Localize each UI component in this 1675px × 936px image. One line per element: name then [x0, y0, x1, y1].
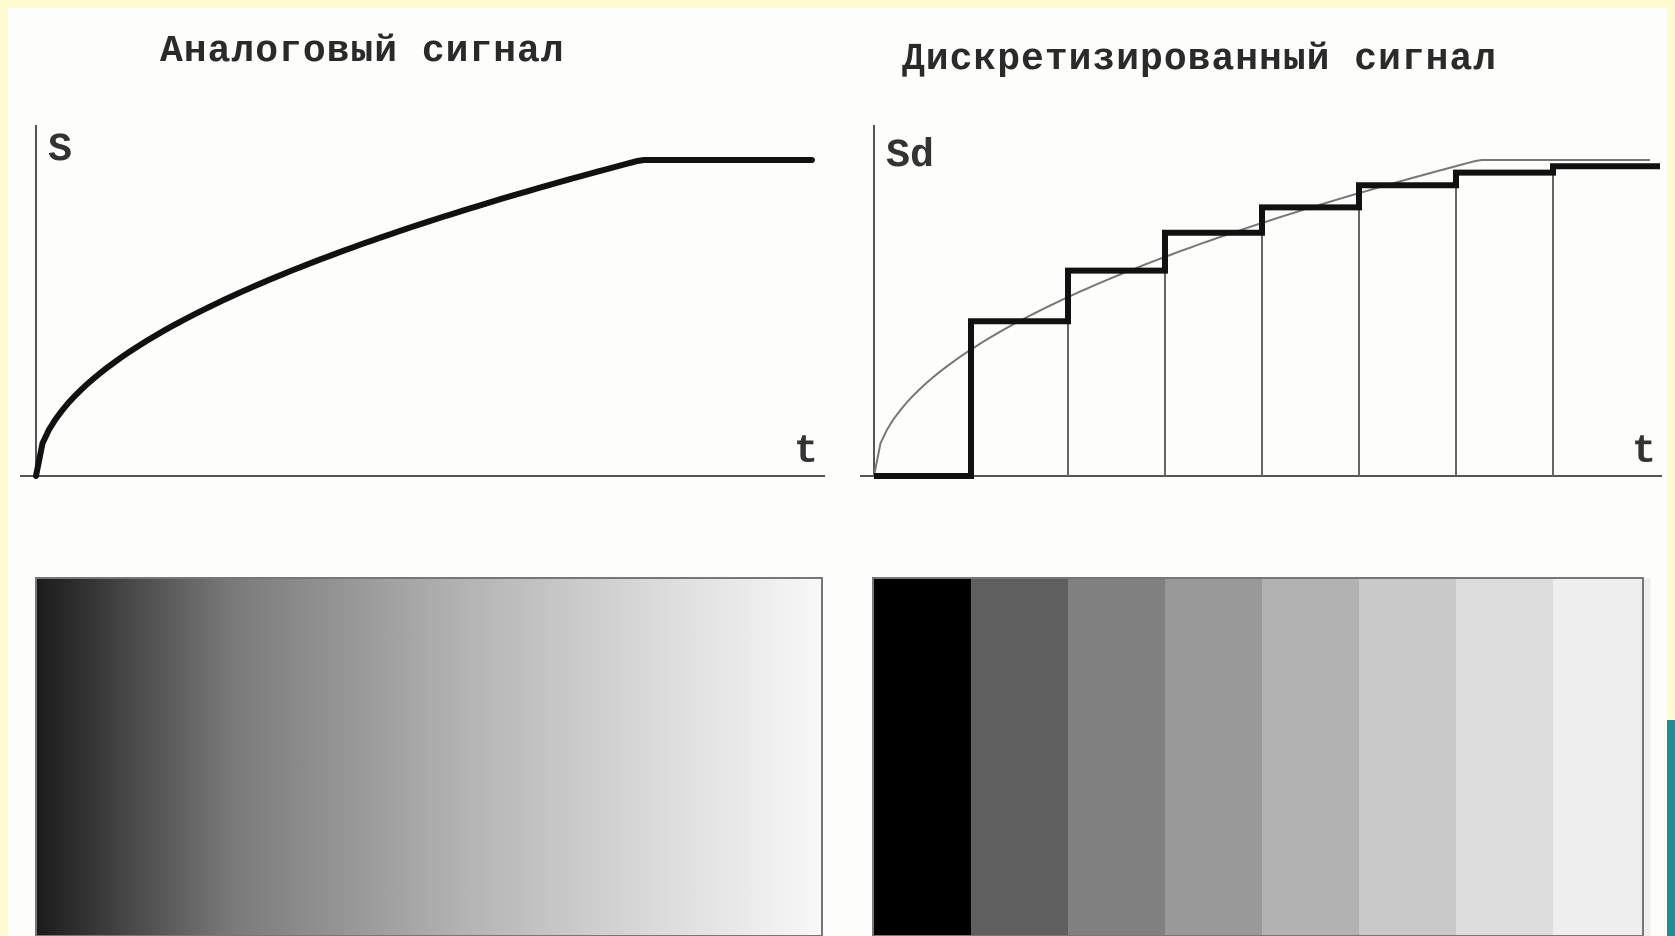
gray-bar	[1553, 578, 1651, 936]
discrete-x-label: t	[1632, 430, 1656, 475]
analog-signal-curve	[33, 157, 815, 479]
analog-signal-title: Аналоговый сигнал	[160, 30, 565, 73]
analog-gradient-bar	[35, 577, 823, 936]
gray-bar	[1456, 578, 1554, 936]
analog-y-label: S	[48, 128, 72, 173]
gray-bar	[1068, 578, 1166, 936]
discrete-signal-title: Дискретизированный сигнал	[902, 38, 1498, 81]
gray-bar	[971, 578, 1069, 936]
teal-accent-edge	[1667, 720, 1675, 936]
discrete-step-signal	[874, 163, 1660, 479]
discrete-bars-frame	[872, 577, 1644, 936]
gray-bar	[1165, 578, 1263, 936]
discrete-y-label: Sd	[886, 134, 934, 179]
gray-bar	[874, 578, 972, 936]
discrete-gray-bars	[874, 578, 1651, 936]
gray-bar	[1359, 578, 1457, 936]
gray-bar	[1262, 578, 1360, 936]
analog-x-label: t	[794, 430, 818, 475]
